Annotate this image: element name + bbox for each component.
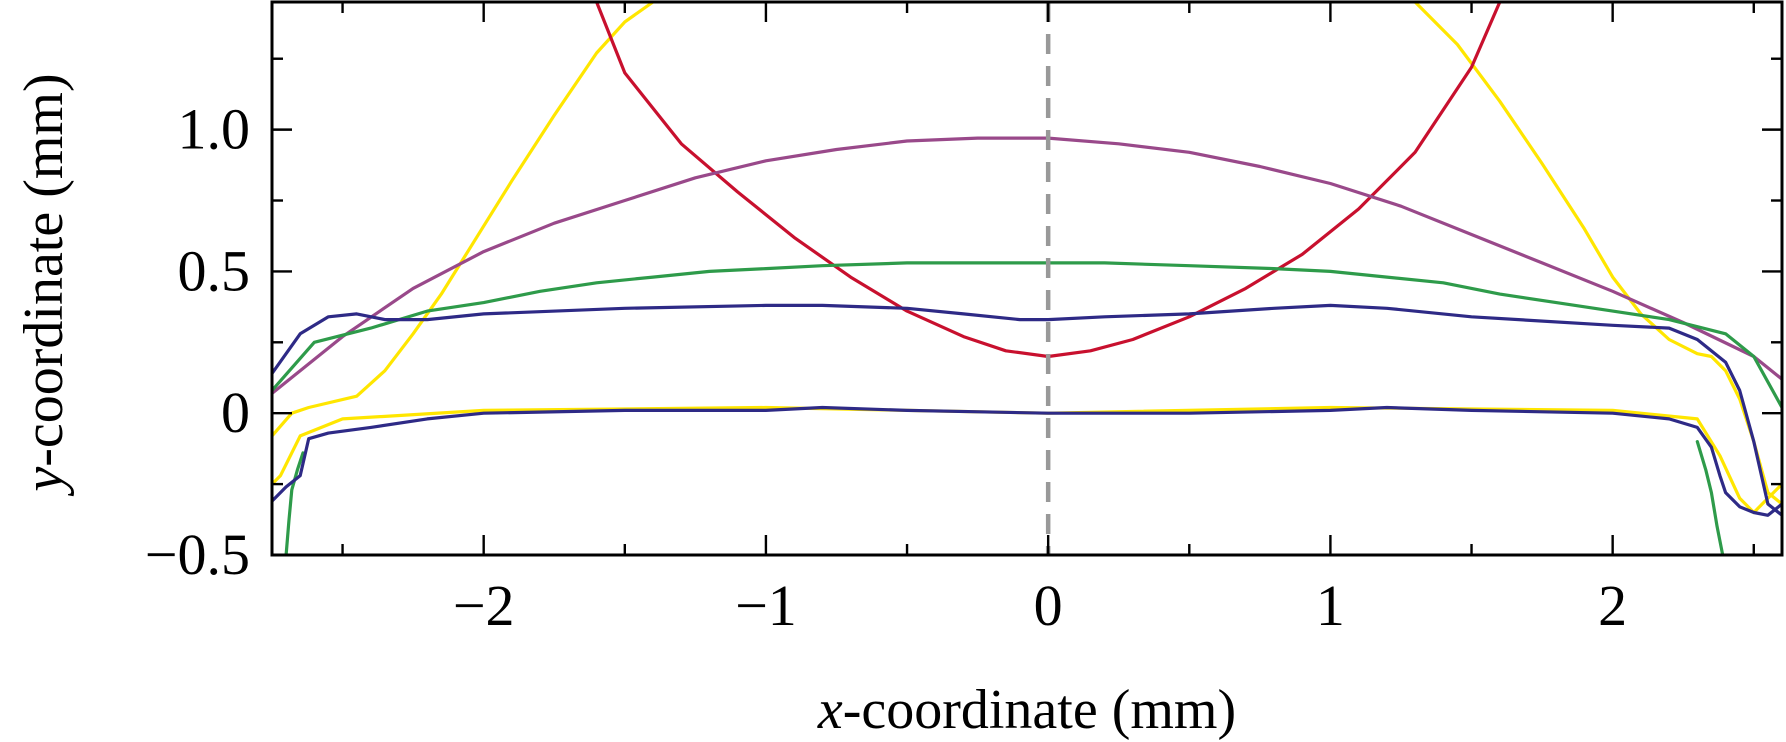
y-tick-label: 0.5: [178, 238, 251, 303]
series-line-1: [272, 2, 655, 438]
data-series-group: [272, 2, 1782, 555]
y-axis-label-var: y: [13, 467, 75, 497]
series-line-6: [272, 261, 1782, 410]
x-axis-label-rest: -coordinate (mm): [843, 679, 1236, 741]
series-line-3: [272, 405, 1782, 515]
x-axis-label: x-coordinate (mm): [817, 679, 1236, 741]
x-tick-label: 0: [1034, 573, 1063, 638]
y-tick-label: −0.5: [145, 522, 250, 587]
plot-area-frame: [270, 0, 1784, 557]
x-tick-label: −2: [453, 573, 515, 638]
series-line-2: [1413, 2, 1782, 506]
y-axis-label-rest: -coordinate (mm): [13, 73, 75, 466]
series-line-7: [284, 451, 305, 555]
y-tick-label: 1.0: [178, 97, 251, 162]
x-tick-label: 2: [1598, 573, 1627, 638]
y-axis-label: y-coordinate (mm): [13, 73, 75, 496]
x-axis-label-var: x: [817, 679, 843, 741]
x-tick-label: 1: [1316, 573, 1345, 638]
axis-ticks-group: [272, 2, 1782, 557]
series-line-9: [272, 303, 1782, 517]
series-line-8: [1695, 440, 1725, 555]
tick-labels-group: −2 −1 0 1 2 −0.5 0 0.5 1.0: [145, 97, 1627, 638]
x-tick-label: −1: [735, 573, 797, 638]
y-tick-label: 0: [221, 380, 250, 445]
series-line-10: [272, 405, 1782, 517]
